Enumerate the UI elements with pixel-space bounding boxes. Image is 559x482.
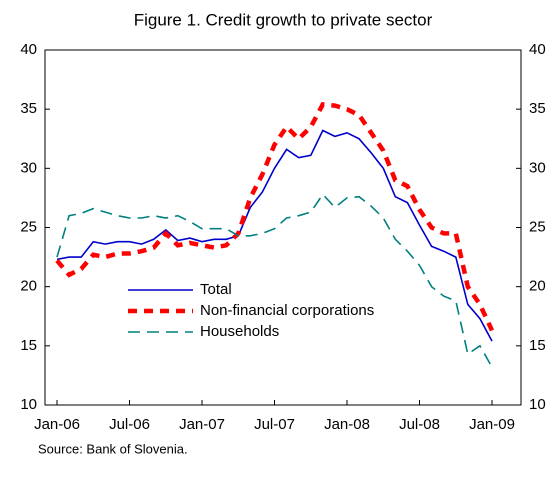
x-tick-label: Jul-08 [399,416,440,433]
y2-tick-label: 35 [529,100,546,117]
y2-tick-label: 20 [529,278,546,295]
y2-tick-label: 25 [529,218,546,235]
y-tick-label: 20 [20,278,37,295]
chart-title: Figure 1. Credit growth to private secto… [134,10,433,29]
y-tick-label: 35 [20,100,37,117]
series-line [56,193,493,368]
plot-frame [44,49,522,406]
y-tick-label: 10 [20,396,37,413]
y2-tick-label: 30 [529,159,546,176]
y-tick-label: 25 [20,218,37,235]
series-line [56,129,493,342]
x-tick-label: Jul-07 [254,416,295,433]
x-tick-label: Jan-07 [179,416,225,433]
x-tick-label: Jul-06 [109,416,150,433]
series-line [55,102,495,332]
y-tick-label: 40 [20,41,37,58]
y2-tick-label: 10 [529,396,546,413]
y-tick-label: 30 [20,159,37,176]
y2-tick-label: 15 [529,337,546,354]
legend-label: Households [200,323,279,340]
legend-label: Non-financial corporations [200,302,374,319]
x-tick-label: Jan-08 [324,416,370,433]
y2-tick-label: 40 [529,41,546,58]
x-tick-label: Jan-09 [469,416,515,433]
source-note: Source: Bank of Slovenia. [38,441,188,456]
y-tick-label: 15 [20,337,37,354]
legend-label: Total [200,281,232,298]
x-tick-label: Jan-06 [34,416,80,433]
